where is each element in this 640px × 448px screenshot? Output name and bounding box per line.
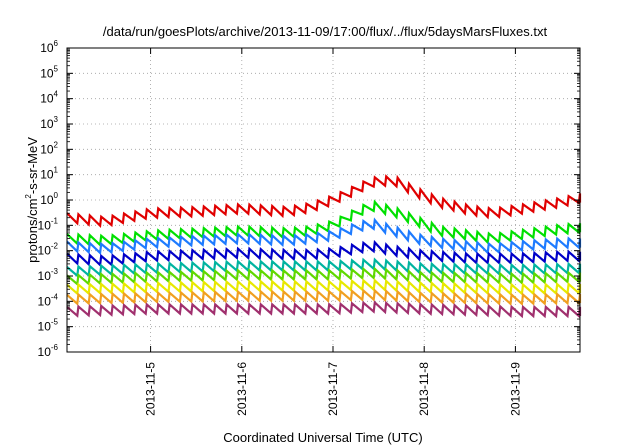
y-tick-label: 100	[40, 191, 58, 207]
y-axis: 10-6 10-5 10-4 10-3 10-2 10-1 100 101 102 103 104 1…	[38, 39, 580, 359]
x-axis: 2013-11-5 2013-11-6 2013-11-7 2013-11-8 2013…	[144, 48, 522, 416]
y-tick-label: 103	[40, 115, 58, 131]
y-axis-label-main: protons/cm	[25, 199, 40, 263]
series-line	[66, 266, 582, 287]
series-line	[66, 300, 582, 319]
y-tick-label: 104	[40, 90, 58, 106]
series-line	[66, 217, 582, 256]
y-tick-label: 101	[40, 166, 58, 182]
y-tick-label: 10-6	[38, 343, 59, 359]
series-line	[66, 288, 582, 307]
y-tick-label: 10-5	[38, 318, 59, 334]
y-tick-label: 10-4	[38, 292, 59, 308]
grid	[67, 48, 580, 352]
series-line	[66, 257, 582, 278]
x-tick-label: 2013-11-7	[326, 362, 340, 416]
y-axis-label: protons/cm2-s-sr-MeV	[24, 137, 40, 263]
y-axis-label-tail: -s-sr-MeV	[25, 137, 40, 194]
y-tick-label: 10-1	[38, 216, 59, 232]
series-line	[66, 278, 582, 296]
series-line	[66, 239, 582, 268]
y-tick-label: 10-3	[38, 267, 59, 283]
series-line	[66, 174, 582, 229]
series-layer	[66, 174, 582, 319]
y-tick-label: 102	[40, 140, 58, 156]
y-tick-label: 105	[40, 64, 58, 80]
x-tick-label: 2013-11-5	[144, 362, 158, 416]
x-tick-label: 2013-11-8	[417, 362, 431, 416]
y-axis-label-exp: 2	[24, 194, 33, 199]
chart-title: /data/run/goesPlots/archive/2013-11-09/1…	[103, 24, 548, 39]
y-tick-label: 106	[40, 39, 58, 55]
y-tick-label: 10-2	[38, 242, 59, 258]
x-axis-label: Coordinated Universal Time (UTC)	[223, 430, 422, 445]
x-tick-label: 2013-11-6	[235, 362, 249, 416]
x-tick-label: 2013-11-9	[508, 362, 522, 416]
